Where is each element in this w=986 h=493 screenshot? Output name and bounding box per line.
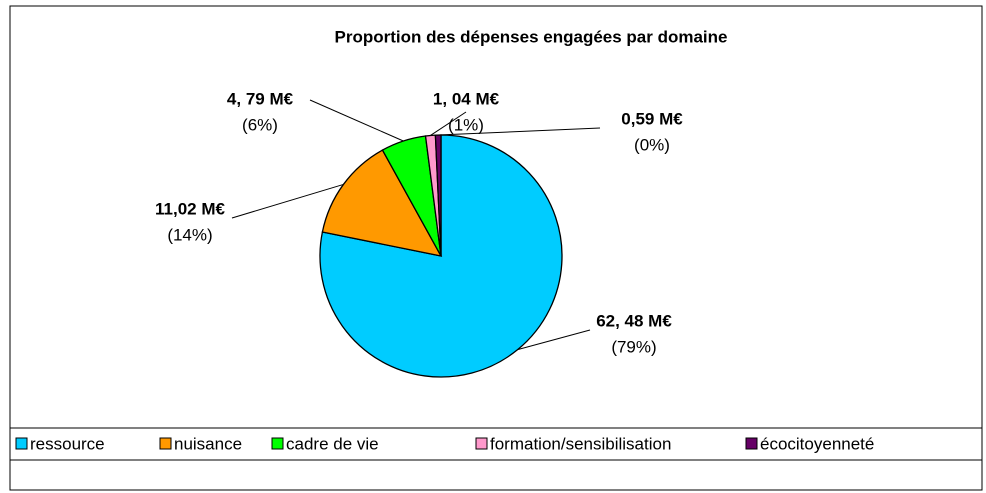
legend-label: formation/sensibilisation [490, 434, 671, 453]
percent-label: (1%) [448, 115, 484, 134]
legend-swatch [271, 437, 284, 450]
leader-line [231, 183, 344, 219]
value-label: 1, 04 M€ [433, 89, 500, 108]
percent-label: (79%) [611, 337, 656, 356]
chart-title: Proportion des dépenses engagées par dom… [335, 27, 728, 46]
value-label: 4, 79 M€ [227, 89, 294, 108]
legend-label: ressource [30, 434, 105, 453]
legend-label: cadre de vie [286, 434, 379, 453]
value-label: 0,59 M€ [621, 109, 683, 128]
percent-label: (6%) [242, 115, 278, 134]
pie-slice [321, 149, 443, 257]
percent-label: (0%) [634, 135, 670, 154]
leader-line [430, 111, 467, 136]
legend-label: écocitoyenneté [760, 434, 874, 453]
percent-label: (14%) [167, 225, 212, 244]
value-label: 62, 48 M€ [596, 311, 672, 330]
leader-line [438, 127, 601, 136]
legend-box [9, 427, 983, 461]
leader-line [309, 99, 404, 142]
legend-label: nuisance [174, 434, 242, 453]
legend-swatch [15, 437, 28, 450]
legend-swatch [745, 437, 758, 450]
value-label: 11,02 M€ [155, 199, 225, 218]
legend-swatch [159, 437, 172, 450]
legend-swatch [475, 437, 488, 450]
leader-line [517, 329, 591, 351]
